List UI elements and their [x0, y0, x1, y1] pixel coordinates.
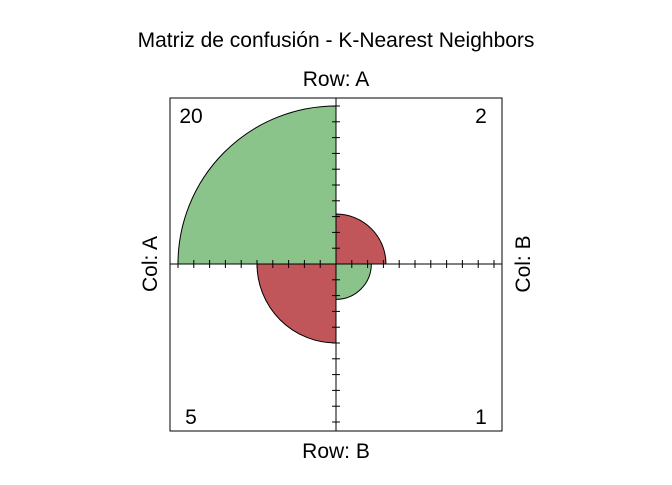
label-row-b: Row: B	[302, 440, 370, 463]
plot-frame	[169, 97, 503, 432]
quadrant-row-b-col-b	[335, 263, 372, 300]
count-row-a-col-b: 2	[475, 105, 487, 128]
label-row-a: Row: A	[303, 68, 370, 91]
chart-title: Matriz de confusión - K-Nearest Neighbor…	[138, 29, 535, 52]
quadrant-row-a-col-b	[335, 213, 387, 265]
quadrant-row-a-col-a	[177, 105, 337, 265]
count-row-a-col-a: 20	[179, 105, 202, 128]
axis-group	[170, 98, 502, 431]
quadrant-row-b-col-a	[256, 263, 337, 344]
count-row-b-col-a: 5	[185, 406, 197, 429]
quadrant-group	[177, 105, 387, 344]
label-col-a: Col: A	[139, 236, 162, 292]
label-col-b: Col: B	[512, 235, 535, 292]
count-row-b-col-b: 1	[475, 406, 487, 429]
